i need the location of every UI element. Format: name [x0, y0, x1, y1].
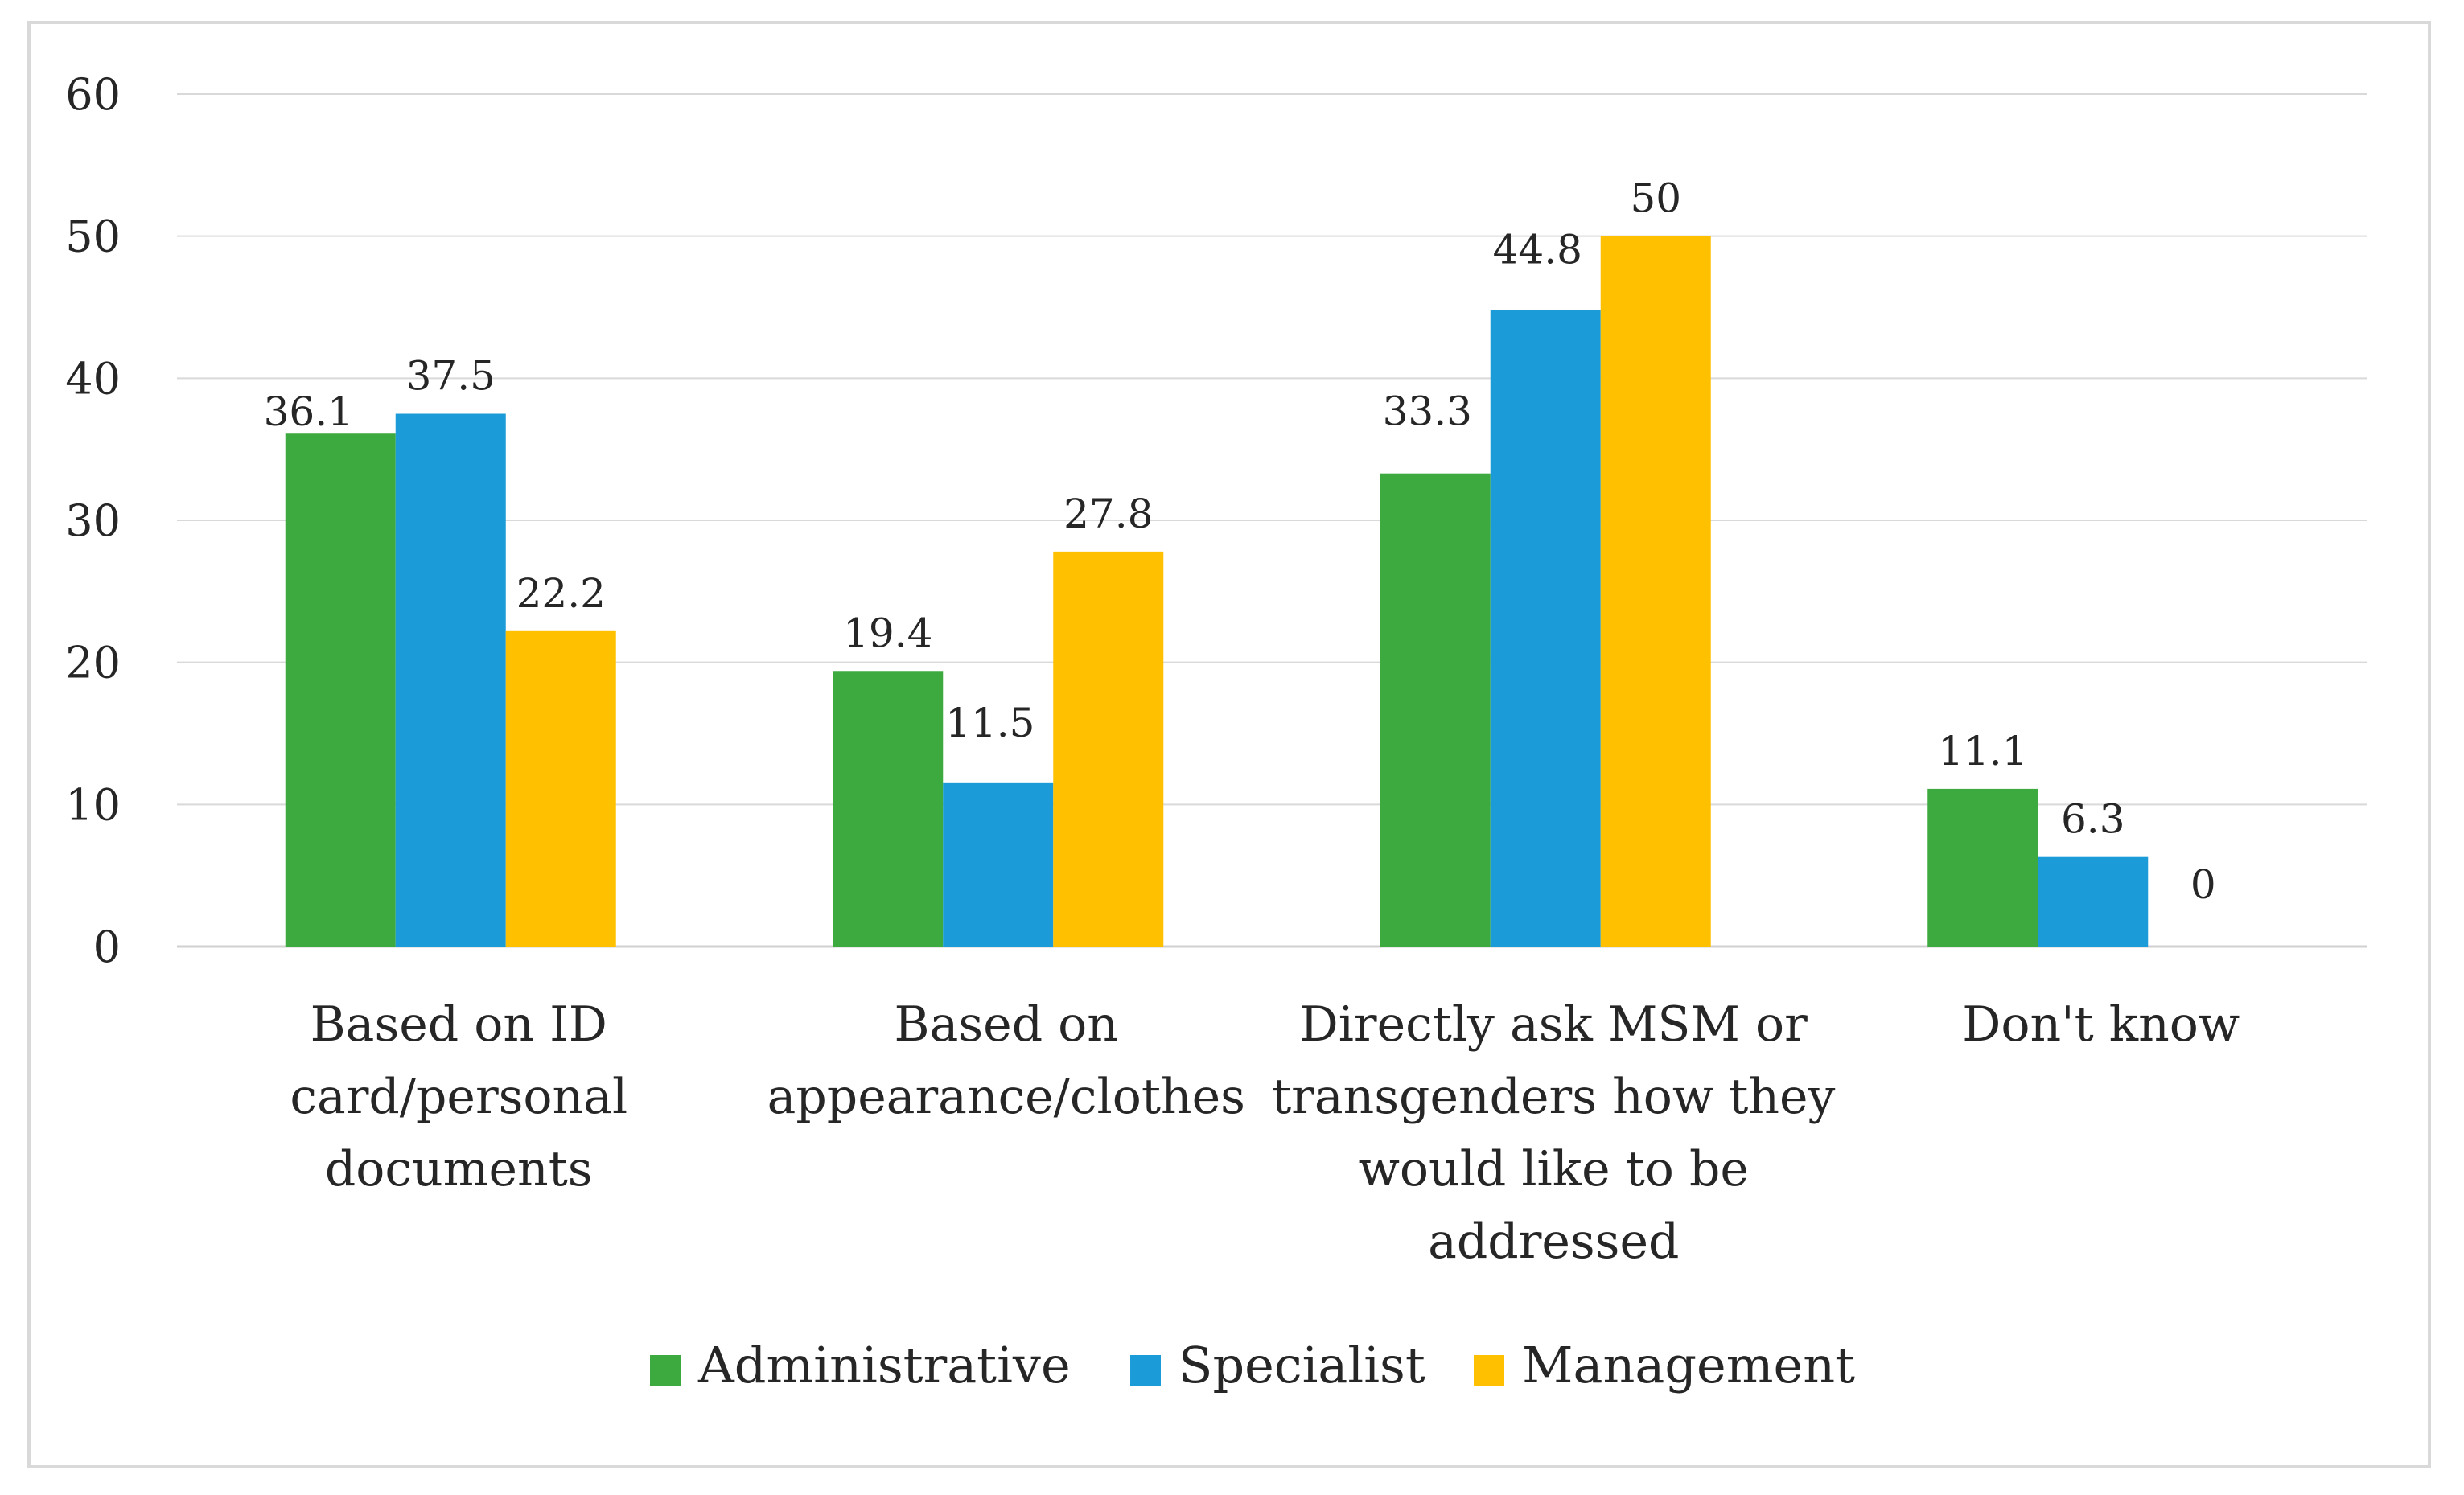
data-label: 33.3: [1383, 388, 1472, 435]
y-tick-label: 0: [93, 922, 121, 972]
category-label-line: Based on ID: [311, 996, 607, 1053]
bar-management: [1053, 551, 1164, 947]
y-tick-label: 50: [65, 212, 121, 262]
data-label: 22.2: [516, 570, 606, 617]
bar-specialist: [2038, 856, 2149, 947]
category-label-line: transgenders how they: [1272, 1069, 1835, 1125]
legend-label: Management: [1522, 1336, 1855, 1394]
bar-administrative: [285, 433, 396, 947]
category-label: Based on ID card/personal documents: [290, 996, 627, 1197]
category-label-line: Based on: [895, 996, 1118, 1053]
legend-swatch: [1130, 1355, 1161, 1386]
legend-swatch: [1474, 1355, 1504, 1386]
bar-management: [505, 630, 616, 947]
category-label-line: would like to be: [1359, 1141, 1749, 1197]
legend-item-specialist: Specialist: [1130, 1336, 1425, 1394]
y-tick-label: 30: [65, 495, 121, 546]
bar-specialist: [395, 413, 506, 947]
legend-item-management: Management: [1474, 1336, 1855, 1394]
bar-administrative: [833, 671, 944, 947]
bar-management: [1600, 236, 1711, 947]
bar-specialist: [943, 782, 1054, 947]
data-label: 27.8: [1063, 491, 1153, 537]
bar-administrative: [1927, 788, 2038, 947]
y-tick-label: 60: [65, 69, 121, 120]
bar-specialist: [1490, 310, 1601, 947]
data-labels: 36.1 37.5 22.2 19.4 11.5 27.8 33.3 44.8 50 11.1 6.…: [264, 175, 2216, 908]
data-label: 11.1: [1938, 728, 2027, 774]
data-label: 50: [1630, 175, 1681, 222]
bar-administrative: [1380, 473, 1491, 947]
y-tick-label: 20: [65, 638, 121, 688]
y-axis-ticks: 0 10 20 30 40 50 60: [65, 69, 121, 972]
data-label: 0: [2190, 861, 2216, 908]
category-label: Don't know: [1962, 996, 2240, 1053]
data-label: 19.4: [843, 610, 932, 656]
legend-label: Specialist: [1179, 1336, 1425, 1394]
data-label: 44.8: [1493, 227, 1582, 273]
y-tick-label: 10: [65, 779, 121, 830]
legend-item-administrative: Administrative: [650, 1336, 1071, 1394]
category-label-line: card/personal: [290, 1069, 627, 1125]
legend: Administrative Specialist Management: [650, 1336, 1855, 1394]
category-label-line: appearance/clothes: [767, 1069, 1245, 1125]
category-label-line: Don't know: [1962, 996, 2240, 1053]
data-label: 37.5: [406, 353, 496, 400]
data-label: 6.3: [2061, 796, 2125, 843]
legend-label: Administrative: [697, 1336, 1071, 1394]
y-tick-label: 40: [65, 353, 121, 404]
category-label-line: Directly ask MSM or: [1300, 996, 1808, 1053]
category-label: Directly ask MSM or transgenders how they…: [1272, 996, 1835, 1270]
bars: [285, 236, 2149, 947]
data-label: 36.1: [264, 388, 353, 435]
legend-swatch: [650, 1355, 681, 1386]
data-label: 11.5: [945, 700, 1035, 746]
category-label: Based on appearance/clothes: [767, 996, 1245, 1125]
category-label-line: addressed: [1428, 1214, 1679, 1270]
category-label-line: documents: [325, 1141, 593, 1197]
